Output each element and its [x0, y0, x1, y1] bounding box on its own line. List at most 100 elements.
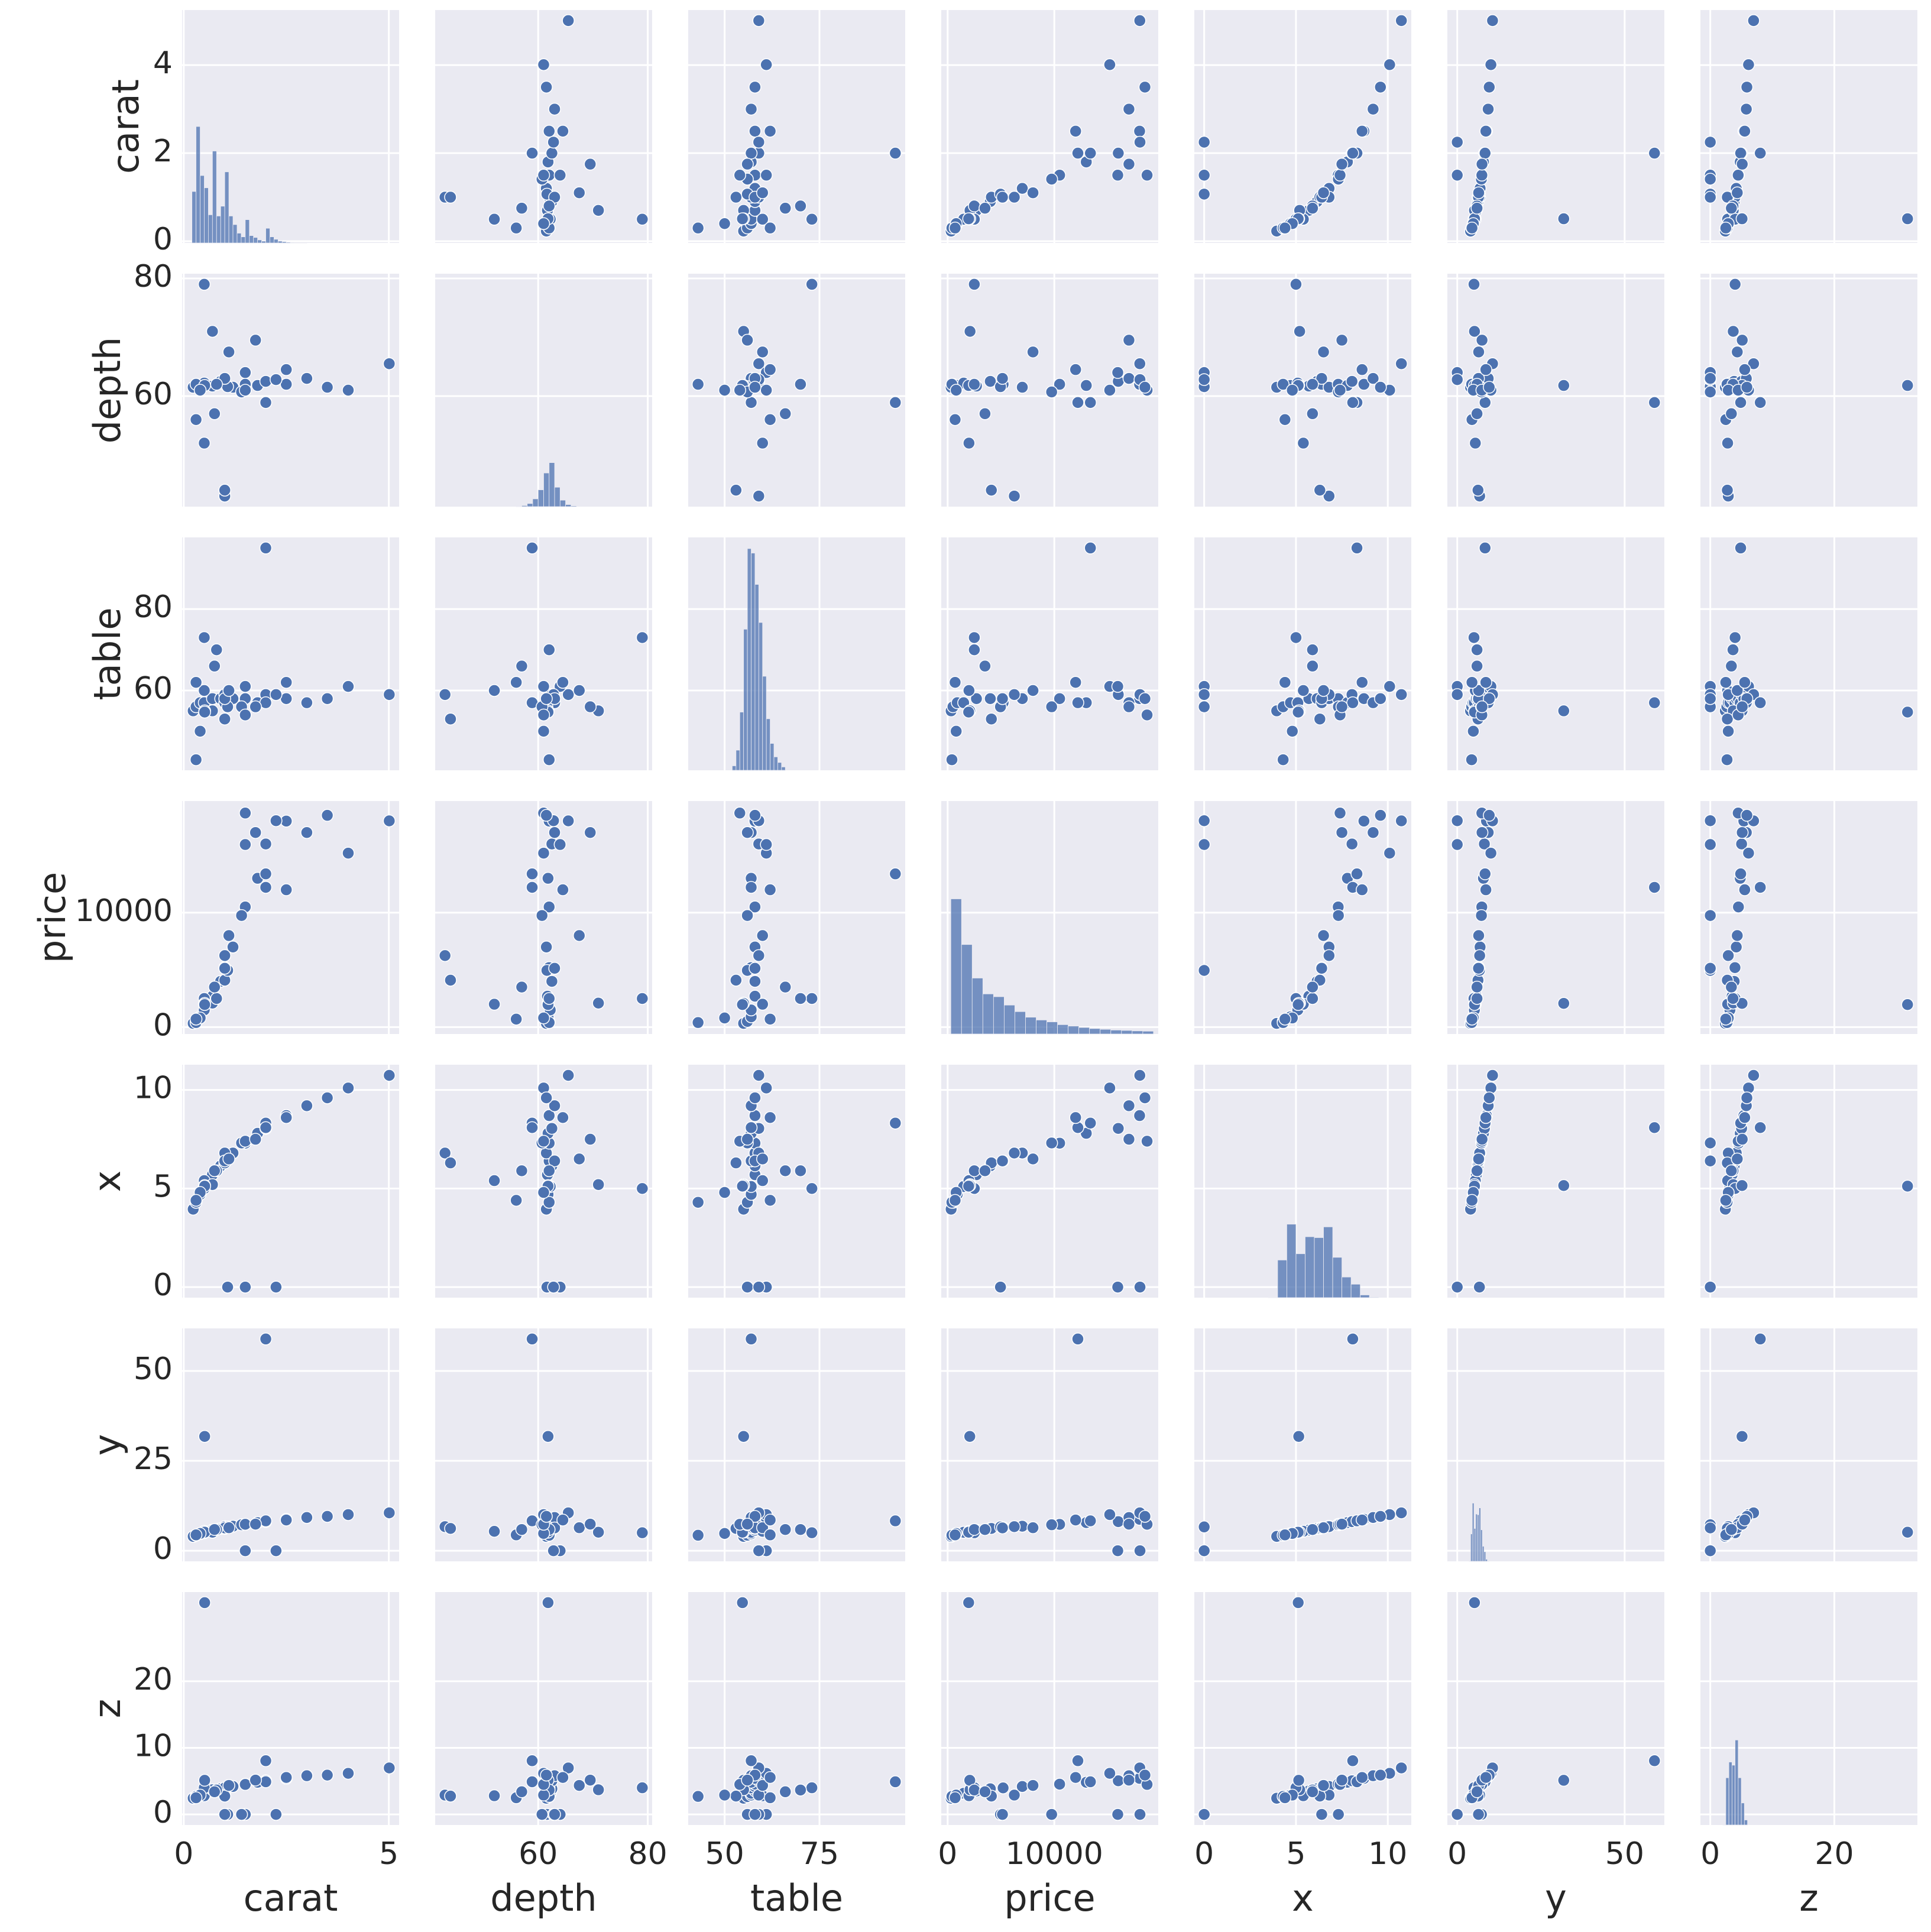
scatter-point: [1482, 102, 1495, 116]
y-tick-label: 0: [153, 1268, 173, 1303]
histogram-bar: [1470, 1534, 1473, 1562]
scatter-point: [1722, 725, 1735, 738]
histogram-bar: [265, 228, 270, 244]
scatter-point: [1045, 1136, 1058, 1150]
scatter-point: [1045, 1518, 1058, 1531]
scatter-point: [1483, 692, 1496, 705]
histogram-bar: [1485, 1559, 1488, 1562]
scatter-point: [1133, 125, 1146, 138]
scatter-point: [1007, 1520, 1021, 1534]
scatter-point: [193, 725, 207, 738]
scatter-point: [1703, 909, 1717, 922]
panel: [1700, 1592, 1917, 1826]
scatter-point: [259, 396, 273, 409]
scatter-point: [1111, 1544, 1125, 1557]
histogram-bar: [516, 505, 522, 507]
scatter-point: [736, 1179, 749, 1193]
scatter-point: [1197, 814, 1211, 827]
scatter-point: [1472, 962, 1485, 975]
scatter-point: [749, 1510, 762, 1523]
scatter-point: [730, 974, 743, 987]
scatter-point: [438, 949, 452, 962]
histogram-bar: [192, 191, 196, 244]
scatter-point: [1345, 375, 1359, 388]
scatter-point: [1731, 1152, 1744, 1166]
scatter-point: [1346, 147, 1359, 160]
scatter-point: [1069, 1111, 1082, 1124]
scatter-point: [1450, 1281, 1464, 1294]
scatter-point: [756, 997, 769, 1011]
scatter-point: [1728, 961, 1742, 974]
scatter-point: [1719, 1194, 1732, 1207]
scatter-point: [1374, 80, 1387, 94]
scatter-point: [1331, 1808, 1345, 1821]
scatter-point: [548, 962, 561, 975]
scatter-point: [537, 1186, 550, 1199]
scatter-point: [1703, 962, 1717, 975]
scatter-point: [636, 1526, 649, 1539]
panel: [688, 801, 905, 1034]
scatter-point: [1468, 1596, 1481, 1609]
scatter-point: [1133, 1281, 1146, 1294]
histogram-bar: [1482, 1546, 1485, 1562]
scatter-point: [383, 688, 396, 701]
scatter-point: [1467, 725, 1480, 738]
histogram-bar: [1480, 1529, 1483, 1562]
histogram-bar: [1342, 1276, 1352, 1298]
scatter-point: [1648, 147, 1661, 160]
scatter-point: [280, 676, 293, 689]
scatter-point: [1703, 173, 1717, 186]
panel: [1447, 10, 1664, 243]
scatter-point: [1754, 1333, 1767, 1346]
y-tick-label: 60: [134, 377, 173, 412]
scatter-point: [779, 407, 792, 420]
scatter-point: [984, 692, 997, 705]
scatter-point: [1395, 688, 1408, 701]
scatter-point: [1735, 212, 1749, 225]
scatter-point: [1138, 1768, 1152, 1782]
scatter-point: [189, 753, 203, 766]
scatter-point: [1470, 202, 1483, 215]
scatter-point: [1317, 345, 1330, 359]
scatter-point: [1703, 1544, 1717, 1557]
y-tick-label: 60: [134, 671, 173, 706]
scatter-point: [239, 838, 252, 851]
scatter-point: [1317, 186, 1330, 199]
scatter-point: [1197, 688, 1211, 701]
panel: [1700, 1328, 1917, 1561]
scatter-point: [749, 990, 762, 1003]
scatter-point: [1465, 1194, 1479, 1207]
scatter-point: [1648, 1754, 1661, 1768]
scatter-point: [1470, 980, 1483, 994]
histogram-bar: [249, 235, 254, 244]
x-axis-label: table: [750, 1876, 843, 1920]
scatter-point: [1465, 221, 1479, 235]
scatter-point: [948, 1194, 962, 1207]
scatter-point: [515, 1785, 529, 1798]
scatter-point: [718, 384, 731, 397]
scatter-point: [526, 147, 539, 160]
scatter-point: [1278, 413, 1292, 426]
scatter-point: [444, 974, 457, 987]
scatter-point: [1725, 202, 1738, 215]
scatter-point: [572, 1779, 586, 1792]
histogram-bar: [1479, 1508, 1481, 1562]
scatter-point: [1648, 396, 1661, 409]
panel: [435, 1592, 652, 1825]
scatter-point: [510, 676, 523, 689]
scatter-point: [562, 688, 575, 701]
scatter-point: [218, 484, 231, 497]
scatter-point: [636, 1182, 649, 1195]
scatter-point: [1306, 202, 1319, 215]
scatter-point: [968, 631, 981, 644]
scatter-point: [718, 1012, 731, 1025]
scatter-point: [996, 372, 1009, 385]
scatter-point: [1084, 147, 1097, 160]
scatter-point: [535, 1808, 549, 1821]
histogram-bar: [241, 236, 246, 244]
histogram-bar: [1078, 1027, 1090, 1035]
scatter-point: [752, 135, 766, 149]
scatter-point: [763, 1111, 777, 1124]
scatter-point: [1112, 147, 1125, 160]
scatter-point: [1026, 1521, 1039, 1534]
